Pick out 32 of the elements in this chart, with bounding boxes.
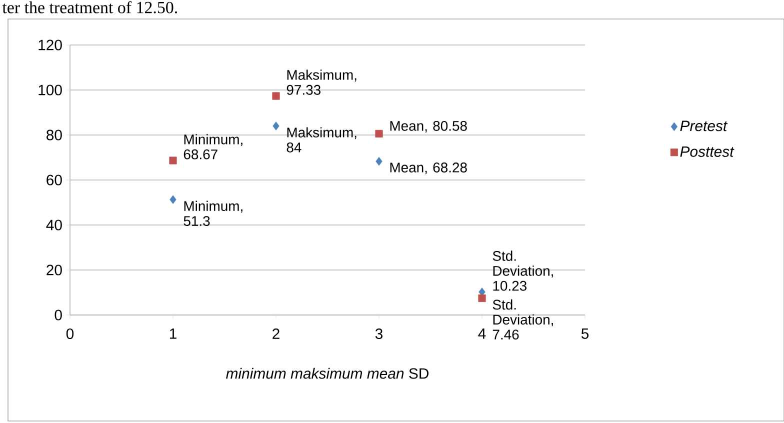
y-tick-label: 100 bbox=[38, 84, 62, 96]
data-label: Std. Deviation, 7.46 bbox=[492, 299, 553, 340]
legend-label: Posttest bbox=[680, 146, 734, 157]
y-tick-label: 40 bbox=[46, 220, 62, 230]
y-tick-label: 60 bbox=[46, 174, 62, 186]
x-tick-label: 0 bbox=[66, 328, 74, 340]
point bbox=[375, 130, 383, 138]
x-tick-label: 5 bbox=[581, 328, 589, 339]
x-tick-label: 3 bbox=[375, 328, 382, 340]
legend-label: Pretest bbox=[680, 120, 728, 132]
point bbox=[376, 156, 382, 166]
point bbox=[478, 294, 486, 302]
x-tick-label: 1 bbox=[170, 328, 176, 339]
data-label: Std. Deviation, 10.23 bbox=[492, 250, 553, 291]
y-tick-label: 0 bbox=[54, 310, 62, 320]
y-tick-label: 120 bbox=[38, 40, 62, 50]
data-label: Maksimum, 97.33 bbox=[286, 70, 356, 95]
x-axis-title: minimum maksimum mean SD bbox=[226, 368, 429, 379]
x-tick-label: 2 bbox=[272, 328, 280, 339]
point bbox=[170, 195, 176, 204]
point bbox=[169, 156, 177, 164]
point bbox=[272, 92, 280, 100]
y-tick-label: 80 bbox=[46, 130, 62, 140]
data-label: Mean, 68.28 bbox=[390, 162, 467, 174]
data-label: Mean, 80.58 bbox=[390, 120, 467, 132]
data-label: Maksimum, 84 bbox=[286, 127, 356, 152]
point bbox=[272, 122, 280, 130]
y-tick-label: 20 bbox=[46, 264, 62, 276]
data-label: Minimum, 68.67 bbox=[184, 134, 242, 160]
text: ter the treatment of 12.50. bbox=[2, 1, 178, 14]
data-label: Minimum, 51.3 bbox=[184, 200, 242, 226]
x-tick-label: 4 bbox=[478, 328, 486, 339]
